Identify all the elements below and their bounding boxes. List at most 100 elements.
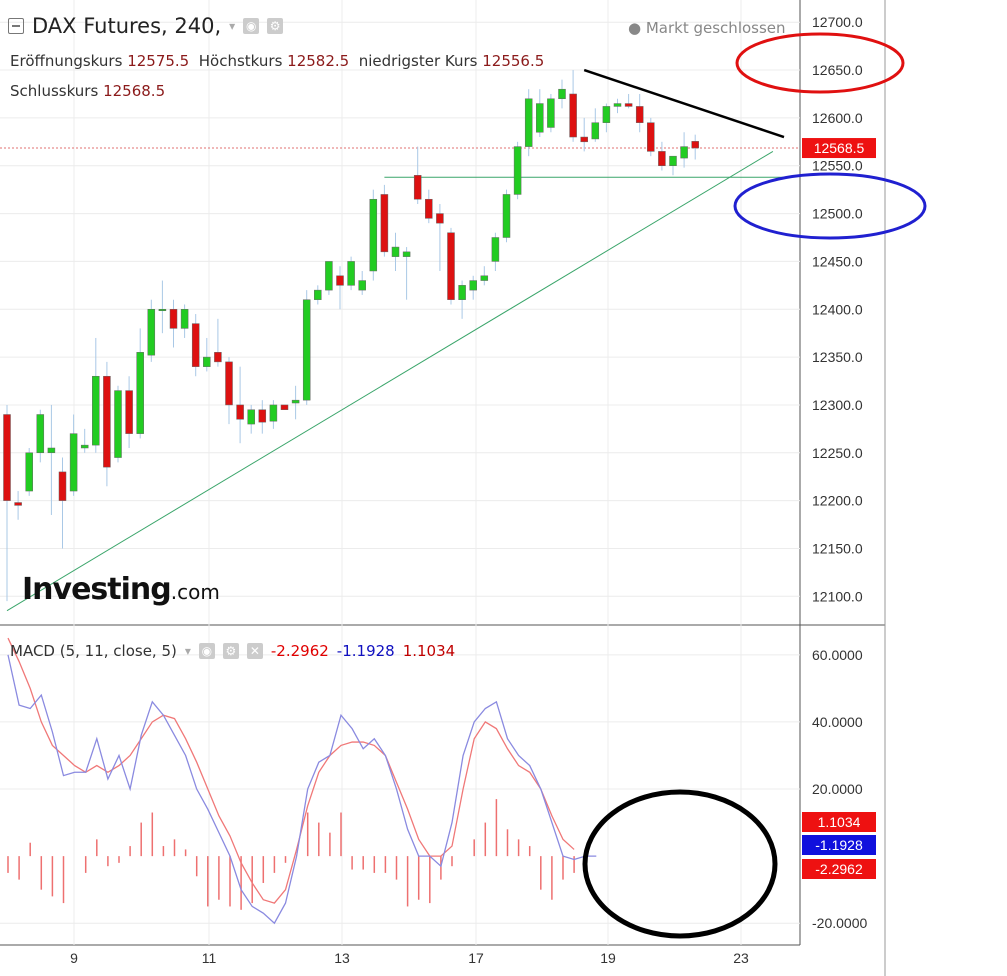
candle-body: [391, 246, 400, 257]
candle: [36, 409, 45, 463]
market-status: ● Markt geschlossen: [628, 19, 786, 37]
candle-body: [280, 404, 289, 410]
candle: [536, 89, 544, 138]
candle: [280, 404, 289, 410]
candle: [58, 457, 67, 549]
candle-body: [635, 106, 644, 123]
candle: [425, 189, 433, 224]
candle-body: [347, 261, 355, 286]
chevron-down-icon[interactable]: ▾: [229, 19, 236, 33]
candles: [3, 70, 699, 602]
candle: [647, 117, 655, 157]
candle-body: [92, 375, 100, 446]
candle-body: [225, 361, 233, 406]
candle: [491, 232, 500, 271]
candle-body: [147, 309, 156, 356]
candle-body: [647, 122, 655, 152]
candle: [180, 304, 189, 338]
eye-icon[interactable]: ◉: [243, 18, 260, 34]
candle: [358, 270, 366, 295]
candle: [69, 414, 78, 496]
candle: [92, 337, 100, 453]
candle: [558, 79, 566, 109]
candle: [314, 285, 322, 305]
candle: [269, 400, 278, 429]
trendlines: [0, 68, 800, 612]
macd-tag-label: -1.1928: [815, 837, 863, 853]
candle-body: [602, 106, 611, 123]
candle: [325, 261, 333, 295]
candle-body: [458, 285, 466, 300]
candle-body: [158, 309, 167, 312]
candle-body: [558, 88, 566, 100]
x-tick-label: 17: [468, 950, 484, 966]
candle-body: [14, 502, 22, 506]
candle: [380, 184, 389, 257]
candle-body: [25, 452, 33, 492]
candle: [458, 280, 466, 319]
candle-body: [369, 198, 378, 272]
candle-body: [513, 146, 522, 195]
y-tick-label: 12450.0: [812, 253, 863, 269]
macd-tick-label: 40.0000: [812, 714, 863, 730]
y-tick-label: 12150.0: [812, 540, 863, 556]
candle: [524, 89, 533, 157]
chart-title-row: DAX Futures, 240, ▾ ◉ ⚙: [8, 14, 284, 38]
hist-value: 1.1034: [402, 642, 456, 660]
candle-body: [480, 275, 489, 281]
candle-body: [691, 141, 699, 149]
candle-body: [136, 352, 144, 434]
y-tick-label: 12250.0: [812, 445, 863, 461]
signal-line: [7, 637, 575, 904]
candle: [225, 357, 233, 425]
eye-icon[interactable]: ◉: [198, 643, 215, 659]
candle: [669, 155, 677, 176]
close-icon[interactable]: ✕: [246, 643, 263, 659]
candle: [635, 93, 644, 133]
candle: [114, 385, 122, 463]
candle-body: [302, 299, 311, 401]
candle: [413, 146, 422, 205]
candle-body: [580, 136, 588, 143]
candle-body: [547, 98, 555, 128]
candle-body: [80, 444, 89, 449]
macd-value-tag: [802, 812, 876, 832]
macd-panel: [7, 637, 597, 925]
macd-header: MACD (5, 11, close, 5) ▾ ◉ ⚙ ✕ -2.2962 -…: [10, 642, 455, 660]
candle-body: [536, 103, 544, 133]
x-tick-label: 19: [600, 950, 616, 966]
candle: [103, 361, 111, 487]
chevron-down-icon[interactable]: ▾: [184, 644, 191, 658]
candle-body: [203, 356, 211, 367]
black-annotation-circle: [582, 789, 778, 939]
macd-value-tag: [802, 835, 876, 855]
x-tick-label: 11: [202, 950, 217, 966]
gear-icon[interactable]: ⚙: [267, 18, 284, 34]
macd-tick-label: 60.0000: [812, 647, 863, 663]
macd-value-tag: [802, 859, 876, 879]
candle-body: [214, 352, 222, 363]
candle-body: [169, 309, 178, 329]
candle-body: [380, 194, 389, 253]
ohlc-row: Eröffnungskurs 12575.5 Höchstkurs 12582.…: [10, 52, 545, 70]
candle-body: [125, 390, 133, 434]
candle: [480, 266, 489, 286]
candle-body: [103, 375, 111, 468]
candle-body: [425, 198, 433, 219]
trendline: [6, 150, 774, 612]
macd-tick-label: 20.0000: [812, 781, 863, 797]
candle: [80, 428, 89, 453]
y-tick-label: 12200.0: [812, 493, 863, 509]
candle-body: [669, 155, 677, 166]
y-tick-label: 12550.0: [812, 158, 863, 174]
candle: [302, 290, 311, 405]
gear-icon[interactable]: ⚙: [222, 643, 239, 659]
collapse-icon[interactable]: [8, 18, 24, 34]
candle: [258, 400, 267, 434]
candle-body: [36, 414, 45, 454]
candle-body: [114, 390, 122, 458]
candle: [447, 227, 455, 305]
macd-tick-label: -20.0000: [812, 915, 867, 931]
close-row: Schlusskurs 12568.5: [10, 82, 166, 100]
